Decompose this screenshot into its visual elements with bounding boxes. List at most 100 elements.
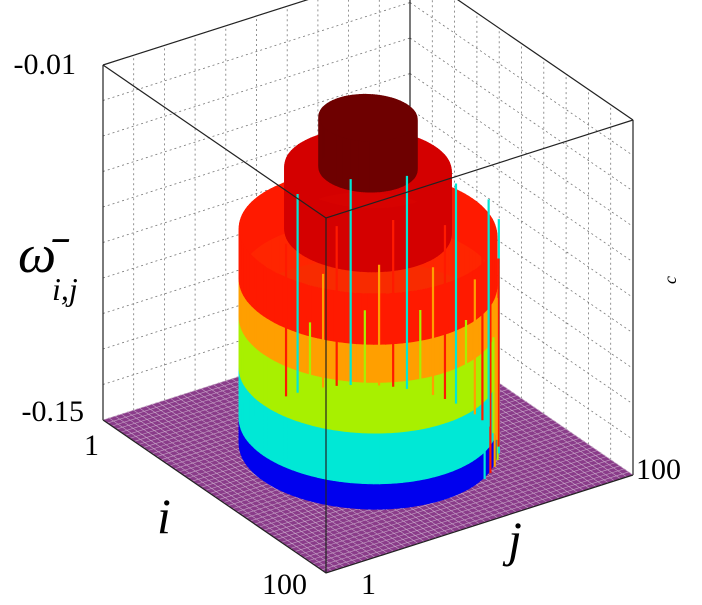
bar-strip: [312, 286, 317, 338]
bar-strip: [457, 366, 461, 419]
bar-strip: [465, 463, 469, 490]
j-axis-label: j: [502, 511, 522, 567]
bar-strip: [264, 405, 268, 458]
bar-strip: [317, 477, 322, 504]
bar-strip: [351, 483, 357, 509]
bar-strip: [366, 141, 368, 192]
bar-strip: [301, 190, 303, 255]
bar-strip: [328, 429, 334, 481]
bar-strip: [257, 349, 260, 402]
bar-strip: [260, 263, 263, 316]
bar-strip: [359, 141, 361, 192]
bar-strip: [303, 192, 305, 257]
bar-strip: [279, 274, 283, 327]
bar-strip: [312, 337, 317, 376]
bar-strip: [444, 422, 449, 474]
bar-strip: [319, 200, 322, 265]
bar-strip: [328, 203, 331, 267]
i-axis-label: i: [157, 488, 171, 544]
bar-strip: [484, 348, 486, 401]
bar-strip: [479, 315, 482, 355]
bar-strip: [357, 208, 361, 272]
bar-strip: [328, 480, 334, 506]
bar-strip: [302, 334, 307, 374]
bar-strip: [254, 347, 257, 400]
bar-strip: [424, 339, 429, 378]
bar-strip: [424, 478, 429, 504]
bar-strip: [334, 379, 340, 431]
bar-strip: [397, 483, 403, 509]
bar-strip: [402, 431, 408, 482]
bar-strip: [476, 317, 479, 357]
bar-strip: [380, 382, 386, 433]
bar-strip: [267, 318, 271, 358]
bar-strip: [297, 421, 302, 473]
bar-strip: [374, 484, 380, 509]
bar-strip: [312, 375, 317, 427]
bar-strip: [413, 480, 418, 506]
bar-strip: [267, 458, 271, 486]
bar-strip: [310, 196, 313, 261]
bar-strip: [368, 484, 374, 510]
bar-strip: [328, 378, 334, 430]
bar-strip: [353, 207, 357, 271]
bar-strip: [434, 374, 439, 426]
bar-strip: [397, 292, 403, 343]
bar-strip: [465, 273, 469, 326]
bar-strip: [461, 326, 465, 366]
bar-strip: [279, 363, 283, 416]
bar-strip: [332, 204, 335, 268]
bar-strip: [434, 285, 439, 337]
bar-strip: [292, 369, 297, 421]
bar-strip: [411, 203, 414, 267]
bar-strip: [362, 382, 368, 433]
bar-strip: [484, 260, 486, 313]
bar-strip: [356, 293, 362, 344]
bar-strip: [264, 354, 268, 407]
bar-strip: [247, 301, 249, 342]
bar-strip: [328, 290, 334, 342]
bar-strip: [391, 432, 397, 483]
bar-strip: [385, 344, 391, 382]
bar-strip: [408, 380, 413, 432]
bar-strip: [346, 206, 350, 270]
bar-strip: [275, 323, 279, 363]
bar-strip: [264, 456, 268, 484]
bar-strip: [264, 316, 268, 356]
bar-strip: [292, 330, 297, 370]
bar-strip: [479, 455, 482, 483]
bar-strip: [372, 209, 376, 272]
bar-strip: [307, 475, 312, 502]
bar-strip: [429, 477, 434, 504]
bar-strip: [457, 328, 461, 368]
bar-strip: [439, 284, 444, 336]
z-tick-top: -0.01: [14, 48, 77, 81]
bar-strip: [377, 141, 379, 192]
bar-strip: [307, 424, 312, 476]
bar-strip: [461, 465, 465, 492]
bar-strip: [339, 291, 345, 342]
bar-strip: [328, 340, 334, 379]
bar-strip: [316, 198, 319, 263]
bar-strip: [465, 413, 469, 466]
bar-strip: [288, 417, 293, 470]
bar-strip: [434, 336, 439, 375]
bar-strip: [484, 310, 486, 351]
bar-strip: [339, 482, 345, 508]
side-label: c: [660, 276, 680, 284]
bar-strip: [302, 473, 307, 500]
bar-strip: [355, 140, 357, 191]
bar-strip: [431, 195, 433, 260]
bar-strip: [374, 383, 380, 434]
bar-strip: [379, 141, 381, 192]
bar-strip: [448, 420, 453, 472]
bar-strip: [252, 446, 255, 474]
bar-strip: [453, 419, 457, 472]
bar-strip: [374, 433, 380, 484]
bar-strip: [356, 483, 362, 509]
bar-strip: [257, 261, 260, 314]
bar-strip: [424, 428, 429, 480]
bar-strip: [271, 321, 275, 361]
